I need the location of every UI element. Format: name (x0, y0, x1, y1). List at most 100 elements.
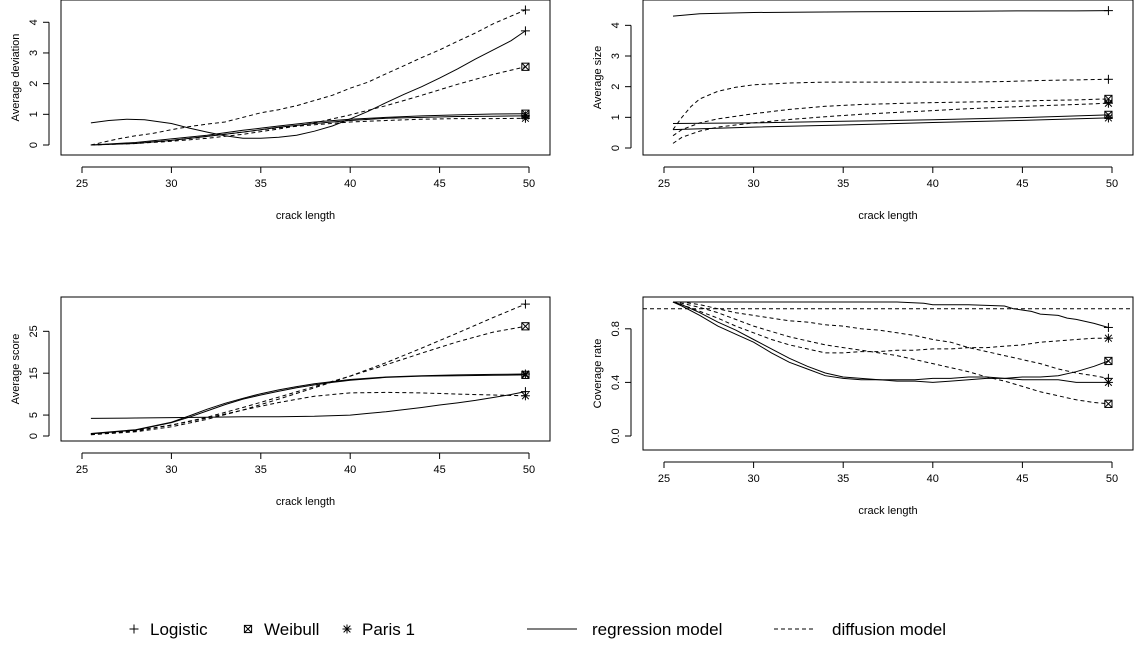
legend-weibull-symbol (243, 624, 253, 634)
y-tick-label: 1 (610, 114, 622, 120)
y-tick-label: 0.0 (610, 428, 622, 443)
plot-frame (642, 0, 1134, 156)
y-tick-label: 3 (28, 50, 40, 56)
plot-frame (642, 296, 1134, 451)
y-tick-label: 4 (610, 22, 622, 28)
x-tick-label: 25 (658, 473, 670, 485)
x-tick-label: 35 (837, 473, 849, 485)
x-tick-label: 35 (255, 464, 267, 476)
series-diffusion-logistic (672, 78, 1109, 130)
x-tick-label: 30 (165, 464, 177, 476)
series-diffusion-paris1 (672, 102, 1109, 144)
marker-weibull-diffusion (521, 62, 530, 71)
chart-panel-2: 25 30 35 40 45 50 crack length 0 1 2 3 4 Average siz… (592, 0, 1134, 222)
y-tick-label: 2 (610, 84, 622, 90)
x-tick-label: 30 (165, 178, 177, 190)
x-axis: 25 30 35 40 45 50 (658, 166, 1118, 190)
y-axis: 0.0 0.4 0.8 (610, 321, 632, 444)
y-axis-label: Average size (592, 46, 604, 109)
series-diffusion-logistic (90, 9, 526, 146)
marker-logistic-regression (1103, 322, 1113, 332)
marker-weibull-regression (1104, 356, 1113, 366)
series-diffusion-weibull (90, 325, 526, 435)
y-tick-label: 15 (28, 367, 40, 379)
series-regression-logistic (90, 30, 526, 139)
series-regression-logistic (673, 301, 1109, 328)
y-axis-label: Coverage rate (592, 339, 604, 409)
marker-paris1-diffusion (1103, 333, 1113, 343)
y-tick-label: 5 (28, 412, 40, 418)
marker-paris1-regression (1103, 113, 1113, 123)
series-regression-paris1 (90, 373, 526, 434)
y-axis: 0 5 15 25 (28, 325, 50, 439)
marker-logistic-regression (520, 26, 530, 36)
x-axis: 25 30 35 40 45 50 (76, 452, 535, 476)
series-diffusion-logistic (90, 303, 526, 436)
x-tick-label: 25 (658, 178, 670, 190)
marker-paris1-diffusion (520, 391, 530, 401)
marker-logistic-diffusion (520, 5, 530, 15)
y-tick-label: 3 (610, 53, 622, 59)
y-tick-label: 0.4 (610, 375, 622, 390)
y-tick-label: 0 (28, 433, 40, 439)
x-tick-label: 45 (433, 178, 445, 190)
legend-logistic-label: Logistic (150, 620, 208, 639)
series-regression-logistic (672, 10, 1109, 17)
legend: Logistic Weibull Paris 1 regression model di… (129, 620, 946, 639)
series-regression-weibull (672, 114, 1109, 124)
x-tick-label: 50 (1106, 178, 1118, 190)
series-diffusion-paris1 (90, 117, 526, 146)
series-diffusion-weibull (90, 66, 526, 146)
x-axis-label: crack length (276, 496, 335, 508)
legend-paris1-symbol (342, 624, 352, 634)
x-tick-label: 40 (344, 464, 356, 476)
series-diffusion-weibull (672, 98, 1109, 137)
x-tick-label: 40 (927, 178, 939, 190)
series-regression-paris1 (672, 301, 1109, 383)
marker-paris1-regression (520, 369, 530, 379)
y-tick-label: 2 (28, 81, 40, 87)
x-tick-label: 40 (927, 473, 939, 485)
chart-panel-1: 25 30 35 40 45 50 crack length 0 1 2 3 4 Average dev… (10, 0, 551, 222)
y-tick-label: 1 (28, 111, 40, 117)
x-tick-label: 30 (747, 473, 759, 485)
y-axis-label: Average score (10, 334, 22, 405)
series-regression-logistic (90, 391, 526, 419)
x-tick-label: 35 (255, 178, 267, 190)
legend-logistic-symbol (129, 624, 139, 634)
x-tick-label: 50 (1106, 473, 1118, 485)
series-diffusion-weibull (672, 301, 1109, 405)
y-tick-label: 4 (28, 19, 40, 25)
y-axis: 0 1 2 3 4 (28, 19, 50, 148)
chart-panel-3: 25 30 35 40 45 50 crack length 0 5 15 25 Average sc… (10, 296, 551, 508)
marker-weibull-diffusion (1104, 399, 1113, 408)
series-diffusion-logistic (673, 301, 1109, 379)
x-tick-label: 25 (76, 464, 88, 476)
series-regression-weibull (90, 113, 526, 146)
series-regression-paris1 (672, 117, 1109, 131)
legend-diffusion-label: diffusion model (832, 620, 946, 639)
marker-logistic-regression (1103, 6, 1113, 16)
y-tick-label: 25 (28, 325, 40, 337)
x-tick-label: 45 (1016, 473, 1028, 485)
series-diffusion-paris1 (672, 301, 1109, 354)
x-tick-label: 45 (433, 464, 445, 476)
x-tick-label: 35 (837, 178, 849, 190)
x-axis-label: crack length (858, 505, 917, 517)
legend-weibull-label: Weibull (264, 620, 319, 639)
marker-paris1-diffusion (520, 113, 530, 123)
y-tick-label: 0.8 (610, 321, 622, 336)
marker-logistic-diffusion (1103, 74, 1113, 84)
x-tick-label: 30 (747, 178, 759, 190)
y-tick-label: 0 (28, 142, 40, 148)
legend-paris1-label: Paris 1 (362, 620, 415, 639)
x-tick-label: 40 (344, 178, 356, 190)
y-axis-label: Average deviation (10, 34, 22, 122)
x-tick-label: 45 (1016, 178, 1028, 190)
x-axis-label: crack length (276, 210, 335, 222)
series-diffusion-paris1 (90, 391, 526, 435)
x-tick-label: 25 (76, 178, 88, 190)
x-axis: 25 30 35 40 45 50 (658, 461, 1118, 485)
marker-weibull-diffusion (521, 322, 530, 331)
